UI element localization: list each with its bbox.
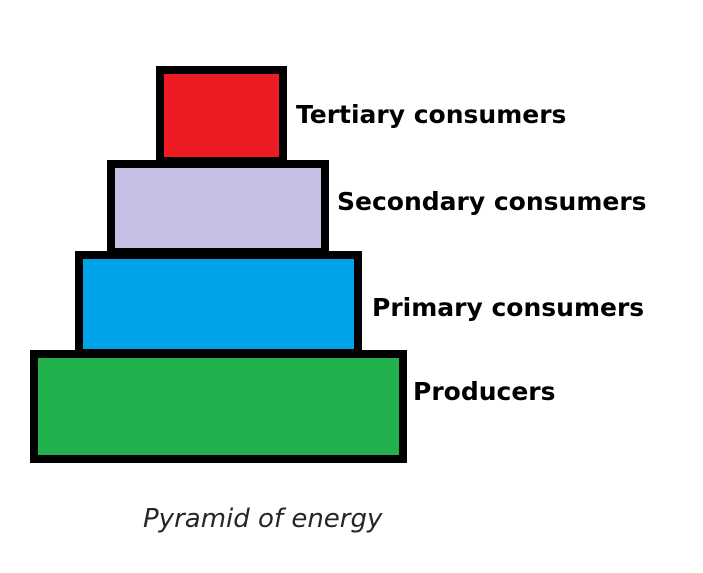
- secondary-consumers-label: Secondary consumers: [337, 187, 647, 216]
- primary-consumers-label: Primary consumers: [372, 293, 645, 322]
- tier-tertiary-consumers: [156, 66, 287, 165]
- producers-label: Producers: [413, 377, 556, 406]
- diagram-caption: Pyramid of energy: [143, 504, 383, 534]
- tier-secondary-consumers: [107, 160, 329, 256]
- tertiary-consumers-label: Tertiary consumers: [296, 100, 567, 129]
- tier-primary-consumers: [75, 251, 362, 357]
- tier-producers: [30, 350, 407, 463]
